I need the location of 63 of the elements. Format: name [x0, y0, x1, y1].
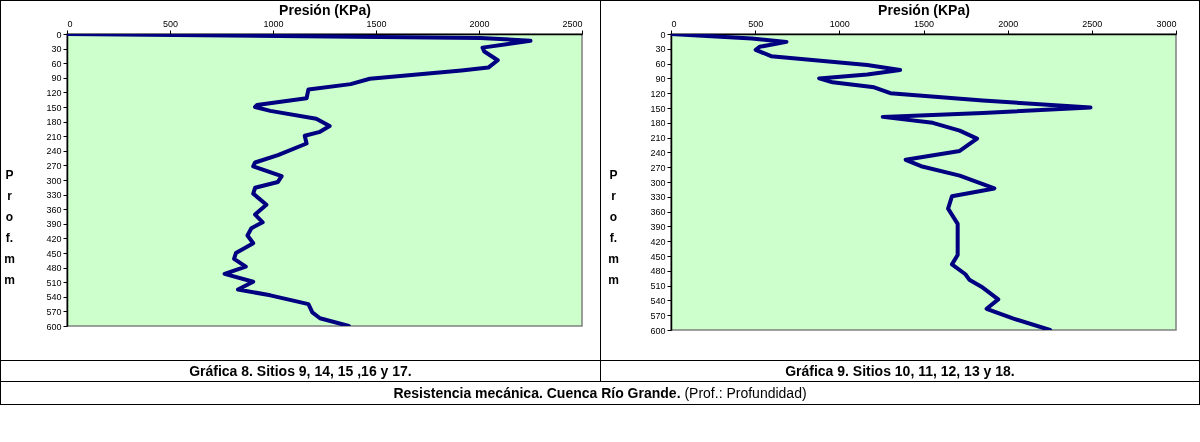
y-tick-label: 390 — [650, 221, 666, 232]
y-axis-title: Prof. mm — [608, 167, 619, 287]
x-axis-title: Presión (KPa) — [279, 1, 371, 18]
y-tick-label: 150 — [650, 103, 666, 114]
text: Gráfica 8. Sitios 9, 14, 15 ,16 y 17. — [0, 360, 601, 382]
y-tick-label: 570 — [650, 310, 666, 321]
y-tick-label: 90 — [655, 73, 666, 84]
text: (Prof.: Profundidad) — [684, 385, 807, 401]
y-tick-label: 300 — [650, 177, 666, 188]
y-tick-label: 570 — [46, 306, 62, 317]
y-tick-label: 270 — [650, 162, 666, 173]
y-tick-label: 330 — [650, 192, 666, 203]
y-tick-label: 60 — [655, 59, 666, 70]
y-tick-label: 240 — [650, 147, 666, 158]
y-tick-label: 120 — [46, 87, 62, 98]
y-tick-label: 180 — [650, 118, 666, 129]
x-tick-label: 2000 — [469, 18, 490, 29]
y-tick-label: 270 — [46, 160, 62, 171]
y-tick-label: 600 — [46, 321, 62, 332]
y-tick-label: 600 — [650, 325, 666, 336]
y-tick-label: 240 — [46, 146, 62, 157]
y-tick-label: 330 — [46, 190, 62, 201]
y-tick-label: 450 — [46, 248, 62, 259]
y-tick-label: 30 — [655, 44, 666, 55]
y-tick-label: 210 — [650, 133, 666, 144]
x-axis-title: Presión (KPa) — [877, 1, 970, 18]
x-tick-label: 500 — [162, 18, 179, 29]
x-tick-label: 1500 — [913, 18, 934, 29]
y-tick-label: 360 — [46, 204, 62, 215]
x-tick-label: 2500 — [1082, 18, 1103, 29]
y-tick-label: 540 — [650, 295, 666, 306]
x-tick-label: 0 — [671, 18, 677, 29]
y-tick-label: 60 — [51, 58, 62, 69]
x-tick-label: 500 — [747, 18, 764, 29]
x-tick-label: 1000 — [263, 18, 284, 29]
y-tick-label: 0 — [56, 29, 62, 40]
text: Resistencia mecánica. Cuenca Río Grande. — [393, 385, 681, 401]
y-tick-label: 420 — [46, 233, 62, 244]
y-tick-label: 150 — [46, 102, 62, 113]
x-tick-label: 1500 — [366, 18, 387, 29]
y-tick-label: 420 — [650, 236, 666, 247]
y-tick-label: 360 — [650, 207, 666, 218]
y-tick-label: 0 — [660, 29, 666, 40]
y-tick-label: 300 — [46, 175, 62, 186]
y-tick-label: 210 — [46, 131, 62, 142]
y-tick-label: 450 — [650, 251, 666, 262]
y-tick-label: 30 — [51, 44, 62, 55]
y-tick-label: 120 — [650, 88, 666, 99]
x-tick-label: 3000 — [1156, 18, 1177, 29]
y-axis-title: Prof. mm — [4, 167, 15, 287]
x-tick-label: 0 — [67, 18, 73, 29]
text: Gráfica 9. Sitios 10, 11, 12, 13 y 18. — [600, 360, 1200, 382]
y-tick-label: 510 — [46, 277, 62, 288]
x-tick-label: 1000 — [829, 18, 850, 29]
x-tick-label: 2500 — [562, 18, 583, 29]
y-tick-label: 390 — [46, 219, 62, 230]
y-tick-label: 480 — [650, 266, 666, 277]
y-tick-label: 540 — [46, 292, 62, 303]
y-tick-label: 90 — [51, 73, 62, 84]
y-tick-label: 510 — [650, 281, 666, 292]
y-tick-label: 180 — [46, 117, 62, 128]
y-tick-label: 480 — [46, 263, 62, 274]
x-tick-label: 2000 — [997, 18, 1019, 29]
